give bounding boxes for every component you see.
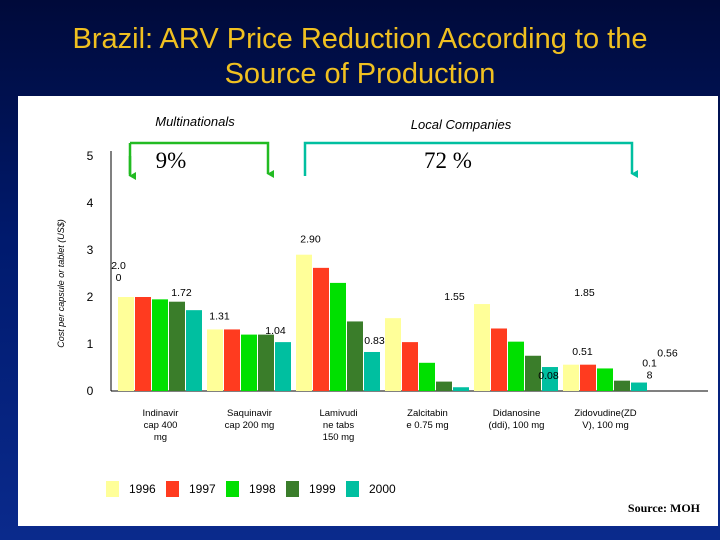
- chart-panel: 0 1 2 3 4 5 Cost per capsule or tablet (US$) In…: [18, 96, 718, 526]
- bar-1996-0: [118, 297, 134, 391]
- legend: 1996 1997 1998 1999 2000: [106, 481, 396, 497]
- bar-1999-4: [525, 355, 541, 391]
- source-note: Source: MOH: [627, 501, 700, 515]
- local-companies-label: Local Companies: [411, 117, 512, 132]
- bar-1997-1: [224, 329, 240, 391]
- data-label: 1.85: [574, 287, 595, 299]
- x-category-label: V), 100 mg: [582, 420, 628, 431]
- multinationals-bracket: [128, 141, 268, 174]
- bar-1998-5: [597, 368, 613, 391]
- title-line-1: Brazil: ARV Price Reduction According to…: [72, 23, 648, 55]
- data-label: 2.90: [300, 234, 321, 246]
- bar-2000-1: [275, 342, 291, 391]
- bar-2000-5: [631, 382, 647, 391]
- x-category-label: cap 400: [144, 420, 178, 431]
- bar-1999-3: [436, 381, 452, 391]
- bar-2000-4: [542, 367, 558, 391]
- x-category-label: (ddi), 100 mg: [489, 420, 545, 431]
- axis-layer: 0 1 2 3 4 5 Cost per capsule or tablet (US$) In…: [56, 149, 708, 443]
- legend-swatch-1999: [286, 481, 299, 497]
- local-companies-bracket: [303, 141, 638, 178]
- data-label: 0.08: [538, 370, 559, 382]
- title-line-2: Source of Production: [224, 58, 496, 90]
- bar-2000-3: [453, 387, 469, 391]
- legend-swatch-2000: [346, 481, 359, 497]
- data-label: 1.55: [444, 291, 465, 303]
- y-axis-title: Cost per capsule or tablet (US$): [56, 219, 66, 348]
- bar-1999-2: [347, 321, 363, 391]
- bar-1996-2: [296, 254, 312, 391]
- bar-2000-2: [364, 351, 380, 391]
- y-tick-label: 3: [87, 243, 94, 257]
- x-category-label: Saquinavir: [227, 408, 272, 419]
- bar-1998-3: [419, 362, 435, 391]
- data-label: 2.0: [111, 260, 126, 272]
- data-label-layer: 2.00 1.72 1.31 1.04 2.90 0.83 1.55 0.08 1.85 0.51…: [111, 234, 678, 383]
- x-category-label: e 0.75 mg: [406, 420, 448, 431]
- multinationals-label: Multinationals: [155, 114, 235, 129]
- x-category-label: Didanosine: [493, 408, 541, 419]
- data-label: 0.83: [364, 335, 385, 347]
- bar-1996-1: [207, 329, 223, 391]
- y-tick-label: 2: [87, 290, 94, 304]
- bar-1997-2: [313, 267, 329, 391]
- legend-label-1996: 1996: [129, 482, 156, 496]
- legend-swatch-1998: [226, 481, 239, 497]
- bar-1997-4: [491, 328, 507, 391]
- y-tick-label: 4: [87, 196, 94, 210]
- bar-1996-4: [474, 304, 490, 391]
- bar-1997-5: [580, 364, 596, 391]
- x-category-label: 150 mg: [323, 432, 355, 443]
- bar-1998-0: [152, 299, 168, 391]
- data-label: 1.04: [265, 325, 286, 337]
- bar-1996-3: [385, 318, 401, 391]
- data-label: 1.31: [209, 310, 230, 322]
- data-label: 0: [116, 272, 122, 284]
- slide-title: Brazil: ARV Price Reduction According to…: [0, 22, 720, 92]
- bar-1999-0: [169, 301, 185, 391]
- legend-label-2000: 2000: [369, 482, 396, 496]
- x-category-label: Zalcitabin: [407, 408, 448, 419]
- bar-1998-1: [241, 334, 257, 391]
- x-category-label: Zidovudine(ZD: [574, 408, 636, 419]
- local-companies-percent: 72 %: [424, 148, 472, 173]
- data-label: 8: [647, 370, 653, 382]
- bar-1999-1: [258, 334, 274, 391]
- bar-1997-3: [402, 342, 418, 391]
- x-category-label: mg: [154, 432, 167, 443]
- legend-label-1998: 1998: [249, 482, 276, 496]
- data-label: 0.51: [572, 346, 593, 358]
- legend-label-1999: 1999: [309, 482, 336, 496]
- legend-swatch-1997: [166, 481, 179, 497]
- data-label: 1.72: [171, 287, 192, 299]
- multinationals-percent: 9%: [156, 148, 187, 173]
- price-bar-chart: 0 1 2 3 4 5 Cost per capsule or tablet (US$) In…: [56, 114, 708, 497]
- y-tick-label: 5: [87, 149, 94, 163]
- bar-1998-2: [330, 282, 346, 391]
- bar-1997-0: [135, 297, 151, 391]
- bar-1999-5: [614, 380, 630, 391]
- bar-layer: [118, 254, 647, 391]
- x-category-label: Indinavir: [143, 408, 179, 419]
- bar-1998-4: [508, 341, 524, 391]
- x-category-label: ne tabs: [323, 420, 354, 431]
- legend-swatch-1996: [106, 481, 119, 497]
- data-label: 0.56: [657, 348, 678, 360]
- data-label: 0.1: [642, 358, 657, 370]
- y-tick-label: 1: [87, 337, 94, 351]
- legend-label-1997: 1997: [189, 482, 216, 496]
- bar-2000-0: [186, 310, 202, 391]
- x-category-label: Lamivudi: [319, 408, 357, 419]
- x-category-label: cap 200 mg: [225, 420, 275, 431]
- bar-1996-5: [563, 364, 579, 391]
- y-tick-label: 0: [87, 384, 94, 398]
